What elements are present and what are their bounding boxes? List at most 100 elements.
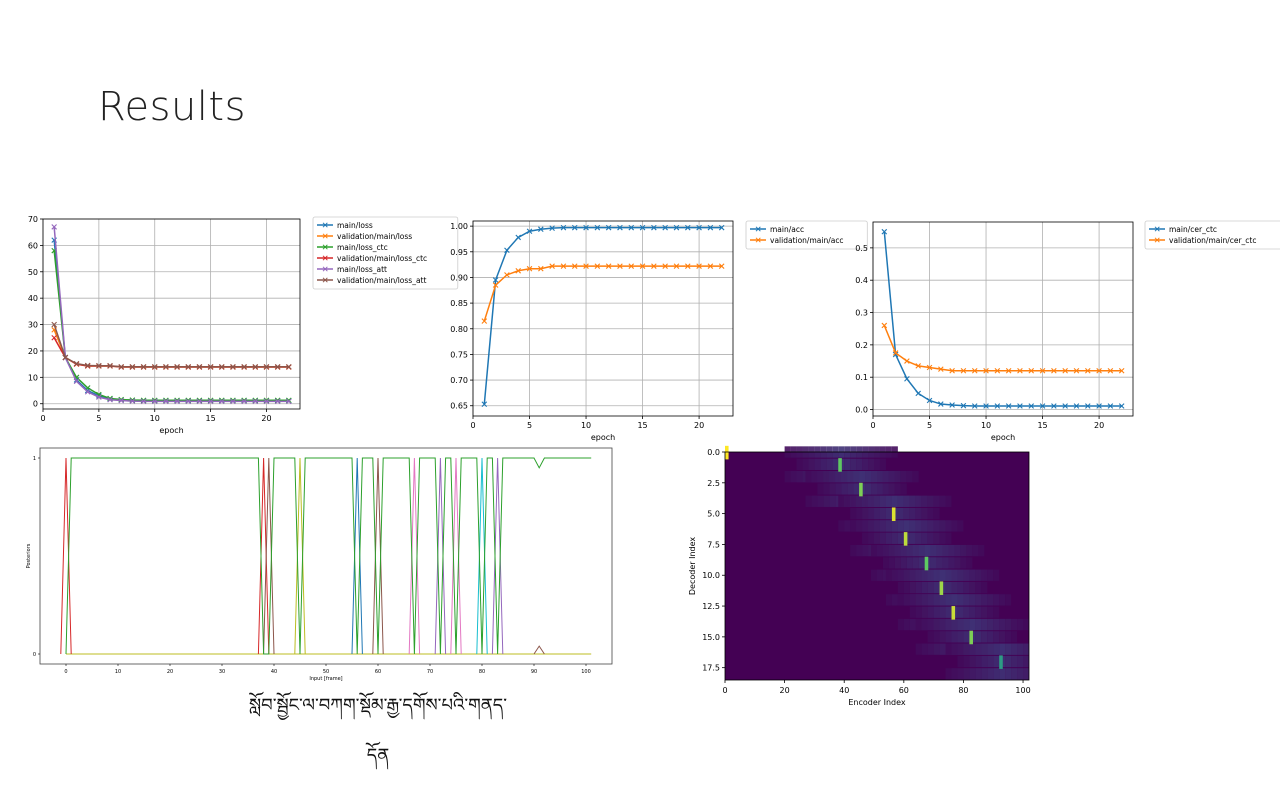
x-tick-label: 10 [581, 421, 591, 430]
heatmap-peak [951, 606, 956, 620]
token-spike [351, 457, 363, 655]
series-line [53, 226, 289, 403]
heatmap-cell [897, 569, 904, 581]
heatmap-cell [993, 631, 1000, 643]
heatmap-cell [871, 569, 877, 581]
data-point-marker [1062, 403, 1068, 409]
heatmap-cell [924, 544, 931, 557]
heatmap-cell [909, 581, 916, 594]
x-tick-label: 60 [375, 669, 381, 675]
heatmap-cell [993, 668, 1000, 680]
legend-label: main/loss_ctc [337, 243, 388, 252]
heatmap-cell [811, 470, 818, 483]
series-line [53, 240, 289, 402]
heatmap-cell [897, 618, 904, 631]
heatmap-cell [874, 520, 880, 532]
heatmap-cell [963, 606, 970, 618]
y-tick-label: 10 [28, 373, 38, 382]
heatmap-cell [862, 520, 869, 532]
heatmap-cell [784, 470, 791, 483]
heatmap-cell [933, 643, 940, 655]
heatmap-cell [909, 618, 916, 631]
data-point-marker [286, 363, 292, 370]
data-point-marker [129, 363, 136, 370]
heatmap-cell [933, 507, 940, 520]
x-tick-label: 20 [167, 669, 173, 675]
heatmap-cell [963, 569, 970, 581]
heatmap-peak [903, 532, 908, 546]
legend-marker [322, 266, 328, 272]
x-tick-label: 0 [870, 421, 875, 430]
data-point-marker [218, 363, 225, 370]
data-point-marker [571, 224, 578, 231]
data-point-marker [241, 363, 247, 370]
y-tick-label: 17.5 [702, 664, 720, 673]
heatmap-cell [888, 544, 895, 557]
heatmap-cell [945, 594, 952, 606]
series-line [883, 325, 1122, 372]
heatmap-cell [939, 606, 946, 618]
heatmap-cell [900, 544, 907, 557]
data-point-marker [163, 398, 169, 405]
heatmap-cell [1011, 655, 1018, 668]
heatmap-cell [850, 544, 857, 557]
heatmap-cell [808, 458, 815, 470]
data-point-marker [949, 367, 955, 374]
x-tick-label: 5 [96, 414, 101, 423]
heatmap-cell [868, 458, 875, 470]
heatmap-cell [963, 618, 970, 631]
heatmap-cell [888, 495, 895, 507]
heatmap-cell [918, 557, 925, 569]
y-tick-label: 70 [28, 215, 38, 224]
data-point-marker [994, 367, 1001, 374]
heatmap-cell [1011, 668, 1018, 680]
heatmap-cell [879, 520, 886, 532]
data-point-marker [971, 367, 978, 374]
data-point-marker [515, 267, 522, 274]
heatmap-cell [790, 470, 797, 483]
heatmap-cell [853, 483, 860, 495]
data-point-marker [892, 351, 899, 358]
heatmap-cell [1005, 643, 1012, 655]
y-tick-label: 0.95 [450, 248, 468, 257]
data-point-marker [196, 398, 203, 405]
y-tick-label: 0.80 [450, 325, 468, 334]
heatmap-cell [844, 458, 851, 470]
heatmap-cell [850, 507, 857, 520]
heatmap-cell [891, 594, 898, 606]
y-tick-label: 1 [33, 456, 36, 462]
data-point-marker [983, 403, 989, 409]
data-point-marker [51, 334, 57, 341]
heatmap-cell [999, 668, 1006, 680]
data-point-marker [151, 398, 158, 405]
heatmap-cell [963, 631, 970, 643]
heatmap-cell [823, 483, 830, 495]
heatmap-cell [999, 618, 1006, 631]
heatmap-cell [927, 594, 934, 606]
x-tick-label: 10 [981, 421, 991, 430]
heatmap-cell [859, 495, 866, 507]
data-point-marker [129, 398, 136, 404]
heatmap-cell [882, 470, 889, 483]
x-tick-label: 20 [780, 686, 790, 695]
heatmap-cell [963, 668, 970, 680]
legend-label: validation/main/loss_ctc [337, 254, 427, 263]
data-point-marker [549, 263, 555, 269]
heatmap-cell [954, 544, 961, 557]
data-point-marker [915, 363, 922, 369]
data-point-marker [881, 322, 888, 329]
token-spike [60, 457, 72, 655]
data-point-marker [1017, 403, 1023, 409]
heatmap-cell [951, 569, 958, 581]
heatmap-cell [856, 495, 863, 507]
heatmap-cell [951, 581, 958, 594]
data-point-marker [707, 224, 714, 231]
heatmap-cell [847, 483, 854, 495]
heatmap-cell [888, 483, 895, 495]
heatmap-cell [933, 618, 940, 631]
data-point-marker [1118, 403, 1125, 409]
heatmap-cell [927, 532, 934, 544]
heatmap-cell [927, 643, 934, 655]
heatmap-cell [877, 470, 883, 483]
heatmap-cell [885, 569, 892, 581]
